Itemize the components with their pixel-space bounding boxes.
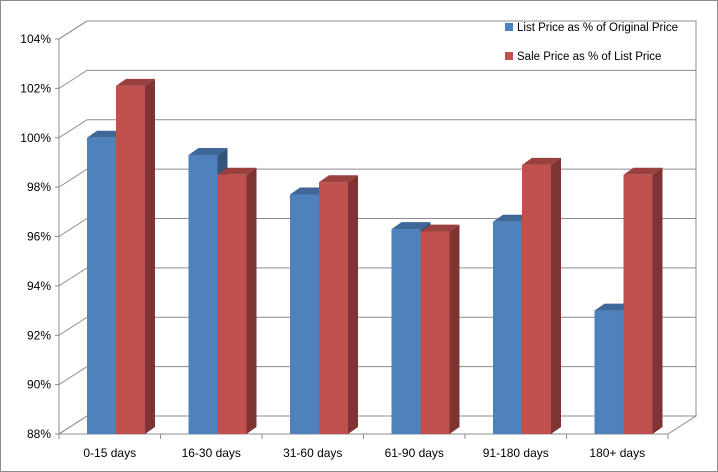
gridline-side — [58, 69, 88, 89]
bar-side — [145, 78, 155, 434]
bar-side — [551, 157, 561, 434]
legend: List Price as % of Original Price Sale Pr… — [505, 22, 678, 63]
gridline-side — [58, 316, 88, 336]
bar — [87, 137, 116, 434]
y-axis-ticks: 88% 90% 92% 94% 96% 98% 100% 102% 104% — [20, 32, 51, 441]
y-tick-label: 92% — [27, 328, 51, 342]
gridline-side — [58, 168, 88, 188]
gridline-side — [58, 267, 88, 287]
gridline-side — [58, 218, 88, 237]
x-tick-label: 61-90 days — [385, 446, 444, 460]
gridline-side — [58, 415, 88, 435]
bar-top — [623, 167, 663, 175]
bar — [594, 310, 624, 434]
bar — [623, 174, 653, 434]
bar — [420, 231, 450, 434]
bar-top — [391, 222, 431, 230]
bar — [391, 229, 421, 434]
y-tick-label: 94% — [27, 279, 51, 293]
bar-top — [116, 78, 155, 86]
bar-side — [246, 167, 257, 434]
legend-swatch — [505, 52, 513, 60]
gridline-side — [58, 119, 88, 139]
bar — [522, 164, 551, 434]
y-tick-label: 88% — [27, 427, 51, 441]
y-tick-label: 100% — [20, 131, 51, 145]
gridline-side — [58, 20, 88, 40]
bar-top — [420, 224, 460, 232]
bar-top — [319, 175, 358, 183]
bar-side — [348, 175, 358, 434]
bar-side — [652, 167, 663, 434]
legend-swatch — [505, 23, 513, 31]
legend-label: List Price as % of Original Price — [517, 22, 678, 34]
bars — [87, 78, 663, 434]
y-tick-label: 104% — [20, 32, 51, 46]
bar — [319, 182, 348, 434]
x-tick-label: 0-15 days — [83, 446, 136, 460]
bar-top — [188, 148, 228, 156]
legend-label: Sale Price as % of List Price — [517, 51, 661, 63]
x-tick-label: 91-180 days — [483, 446, 549, 460]
x-axis-labels: 0-15 days 16-30 days 31-60 days 61-90 days 9… — [58, 434, 669, 460]
bar-top — [217, 167, 257, 175]
bar — [116, 85, 145, 434]
x-tick-label: 31-60 days — [283, 446, 342, 460]
bar-top — [522, 157, 561, 165]
bar-side — [449, 224, 460, 434]
bar — [217, 174, 247, 434]
y-tick-label: 96% — [27, 230, 51, 244]
y-tick-label: 90% — [27, 378, 51, 392]
y-tick-label: 102% — [20, 81, 51, 95]
gridline-side — [58, 366, 88, 386]
x-tick-label: 16-30 days — [182, 446, 241, 460]
y-tick-label: 98% — [27, 180, 51, 194]
bar — [188, 155, 218, 434]
bar — [290, 194, 319, 434]
x-tick-label: 180+ days — [589, 446, 645, 460]
bar — [493, 221, 522, 434]
